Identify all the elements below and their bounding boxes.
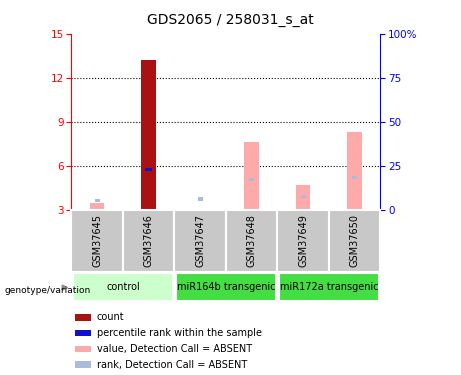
- Bar: [244, 142, 259, 210]
- Bar: [198, 197, 203, 201]
- Bar: [141, 60, 156, 210]
- Text: GSM37645: GSM37645: [92, 214, 102, 267]
- Text: rank, Detection Call = ABSENT: rank, Detection Call = ABSENT: [97, 360, 247, 370]
- Bar: [73, 273, 173, 301]
- Text: GSM37650: GSM37650: [349, 214, 360, 267]
- Bar: [296, 185, 310, 210]
- Text: GDS2065 / 258031_s_at: GDS2065 / 258031_s_at: [147, 13, 314, 27]
- Bar: [226, 210, 278, 272]
- Bar: [352, 176, 357, 179]
- Text: miR164b transgenic: miR164b transgenic: [177, 282, 275, 292]
- Bar: [174, 210, 226, 272]
- Bar: [279, 273, 379, 301]
- Text: GSM37649: GSM37649: [298, 214, 308, 267]
- Bar: [75, 346, 91, 352]
- Bar: [329, 210, 380, 272]
- Bar: [348, 132, 362, 210]
- Bar: [90, 202, 104, 210]
- Bar: [176, 273, 276, 301]
- Bar: [95, 199, 100, 202]
- Bar: [75, 362, 91, 368]
- Bar: [71, 210, 123, 272]
- Text: GSM37647: GSM37647: [195, 214, 205, 267]
- Bar: [145, 168, 152, 171]
- Text: GSM37648: GSM37648: [247, 214, 257, 267]
- Bar: [75, 314, 91, 321]
- Text: percentile rank within the sample: percentile rank within the sample: [97, 328, 262, 338]
- Text: miR172a transgenic: miR172a transgenic: [279, 282, 378, 292]
- Bar: [123, 210, 174, 272]
- Bar: [301, 195, 306, 198]
- Text: GSM37646: GSM37646: [144, 214, 154, 267]
- Text: value, Detection Call = ABSENT: value, Detection Call = ABSENT: [97, 344, 252, 354]
- Text: control: control: [106, 282, 140, 292]
- Text: genotype/variation: genotype/variation: [5, 286, 91, 295]
- Bar: [75, 330, 91, 336]
- Bar: [278, 210, 329, 272]
- Bar: [249, 177, 254, 181]
- Text: count: count: [97, 312, 124, 322]
